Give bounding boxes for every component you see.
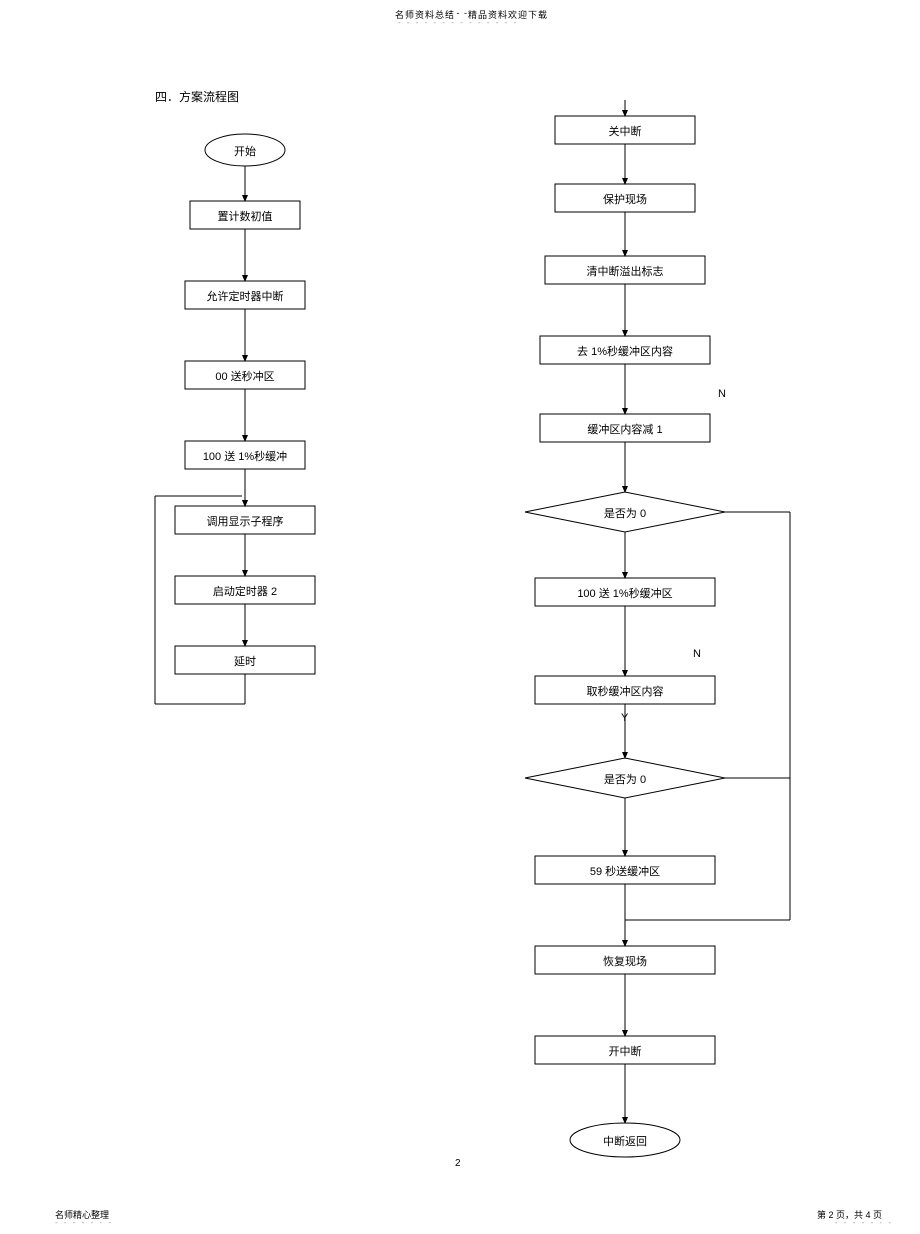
node-label: 开中断	[535, 1043, 715, 1059]
node-label: 置计数初值	[190, 208, 300, 224]
node-label: 开始	[205, 143, 285, 159]
node-label: 调用显示子程序	[175, 513, 315, 529]
node-label: 取秒缓冲区内容	[535, 683, 715, 699]
footer-left-dots: - - - - - - -	[55, 1218, 113, 1227]
page-number: 2	[455, 1158, 461, 1169]
node-label: 关中断	[555, 123, 695, 139]
node-label: 100 送 1%秒缓冲区	[535, 585, 715, 601]
node-label: 缓冲区内容减 1	[540, 421, 710, 437]
footer-right-dots: - - - - - - -	[835, 1218, 893, 1227]
node-label: 是否为 0	[525, 771, 725, 787]
node-label: 允许定时器中断	[185, 288, 305, 304]
flowchart-canvas	[0, 0, 920, 1234]
branch-label: N	[718, 388, 726, 400]
node-label: 是否为 0	[525, 505, 725, 521]
node-label: 59 秒送缓冲区	[535, 863, 715, 879]
node-label: 启动定时器 2	[175, 583, 315, 599]
node-label: 恢复现场	[535, 953, 715, 969]
node-label: 保护现场	[555, 191, 695, 207]
branch-label: Y	[621, 712, 628, 724]
node-label: 100 送 1%秒缓冲	[185, 448, 305, 464]
branch-label: N	[693, 648, 701, 660]
node-label: 00 送秒冲区	[185, 368, 305, 384]
node-label: 清中断溢出标志	[545, 263, 705, 279]
node-label: 延时	[175, 653, 315, 669]
node-label: 去 1%秒缓冲区内容	[540, 343, 710, 359]
node-label: 中断返回	[570, 1133, 680, 1149]
